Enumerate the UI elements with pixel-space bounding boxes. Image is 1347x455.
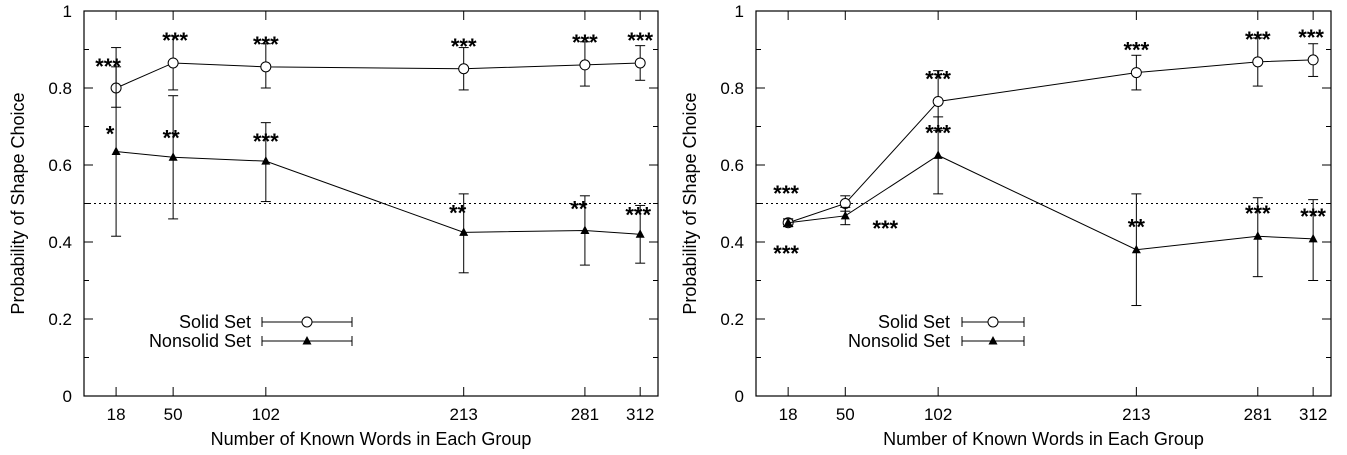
significance-label: *** bbox=[1300, 204, 1326, 229]
x-tick-label: 50 bbox=[164, 405, 183, 424]
data-point bbox=[1131, 244, 1141, 254]
y-tick-label: 1 bbox=[63, 2, 72, 21]
series-nonsolid: ************** *** bbox=[773, 116, 1326, 307]
data-point bbox=[261, 156, 271, 165]
significance-label: ** bbox=[163, 125, 181, 150]
data-point bbox=[458, 63, 470, 75]
y-tick-label: 0.4 bbox=[48, 233, 72, 252]
y-tick-label: 0.6 bbox=[48, 156, 72, 175]
data-point bbox=[579, 59, 591, 71]
significance-label: *** bbox=[1298, 25, 1324, 50]
significance-label: *** bbox=[627, 28, 653, 53]
data-point bbox=[634, 57, 646, 69]
significance-label: ** bbox=[449, 200, 467, 225]
y-tick-label: 0.6 bbox=[720, 156, 744, 175]
y-tick-label: 0.2 bbox=[720, 310, 744, 329]
x-tick-label: 213 bbox=[1122, 405, 1150, 424]
x-tick-label: 281 bbox=[571, 405, 599, 424]
data-point bbox=[459, 227, 469, 236]
series-line bbox=[788, 154, 1314, 251]
data-point bbox=[168, 152, 178, 161]
data-point bbox=[580, 225, 590, 234]
series-line bbox=[116, 151, 641, 235]
legend-label: Solid Set bbox=[878, 312, 950, 332]
significance-label: *** bbox=[162, 28, 188, 53]
legend-label: Solid Set bbox=[179, 312, 251, 332]
legend-marker bbox=[302, 336, 312, 345]
y-tick-label: 1 bbox=[735, 2, 744, 21]
data-point bbox=[1253, 231, 1263, 240]
x-axis-label: Number of Known Words in Each Group bbox=[211, 429, 532, 449]
data-point bbox=[635, 229, 645, 238]
data-point bbox=[111, 146, 121, 156]
data-point bbox=[1130, 67, 1142, 79]
legend-marker bbox=[301, 316, 313, 328]
significance-label: *** bbox=[1124, 38, 1150, 63]
y-tick-label: 0.2 bbox=[48, 310, 72, 329]
significance-label: *** bbox=[925, 66, 951, 91]
legend-label: Nonsolid Set bbox=[848, 331, 950, 351]
y-axis-label: Probability of Shape Choice bbox=[680, 92, 700, 314]
left-chart: 0 0.2 0.4 0.6 0.8 1 18 50 102 213 281 312 Number of … bbox=[8, 2, 659, 449]
significance-label: *** bbox=[872, 216, 898, 241]
data-point bbox=[783, 217, 793, 227]
series-line bbox=[787, 59, 1314, 224]
significance-label: *** bbox=[451, 34, 477, 59]
x-tick-label: 50 bbox=[836, 405, 855, 424]
legend-label: Nonsolid Set bbox=[149, 331, 251, 351]
series-solid: ****** *** *** *** *** bbox=[95, 28, 653, 108]
y-tick-label: 0.8 bbox=[48, 79, 72, 98]
significance-label: *** bbox=[773, 181, 799, 206]
data-point bbox=[932, 95, 944, 107]
x-tick-label: 213 bbox=[450, 405, 478, 424]
data-point bbox=[260, 61, 272, 73]
significance-label: *** bbox=[253, 129, 279, 154]
significance-label: *** bbox=[1245, 201, 1271, 226]
x-tick-label: 18 bbox=[107, 405, 126, 424]
x-axis-label: Number of Known Words in Each Group bbox=[883, 429, 1204, 449]
legend-marker bbox=[988, 336, 998, 345]
x-tick-label: 18 bbox=[779, 405, 798, 424]
legend-marker bbox=[987, 316, 999, 328]
data-point bbox=[1307, 54, 1319, 66]
right-chart: 0 0.2 0.4 0.6 0.8 1 18 50 102 213 281 312 Number of … bbox=[680, 2, 1332, 449]
significance-label: ** bbox=[570, 196, 588, 221]
x-tick-label: 102 bbox=[252, 405, 280, 424]
significance-label: *** bbox=[773, 241, 799, 266]
significance-label: *** bbox=[1245, 27, 1271, 52]
data-point bbox=[933, 150, 943, 159]
significance-label: * bbox=[106, 122, 115, 147]
significance-label: ** bbox=[1128, 215, 1146, 240]
significance-label: *** bbox=[625, 202, 651, 227]
data-point bbox=[167, 57, 179, 69]
series-nonsolid: * ** ***** ** *** bbox=[106, 66, 651, 274]
x-tick-label: 312 bbox=[1299, 405, 1327, 424]
significance-label: *** bbox=[925, 120, 951, 145]
x-tick-label: 102 bbox=[924, 405, 952, 424]
significance-label: *** bbox=[572, 30, 598, 55]
series-line bbox=[115, 62, 641, 89]
x-tick-label: 281 bbox=[1244, 405, 1272, 424]
y-tick-label: 0.8 bbox=[720, 79, 744, 98]
y-axis-label: Probability of Shape Choice bbox=[8, 92, 28, 314]
data-point bbox=[1308, 233, 1318, 243]
data-point bbox=[840, 210, 850, 220]
y-tick-label: 0 bbox=[63, 387, 72, 406]
y-tick-label: 0.4 bbox=[720, 233, 744, 252]
data-point bbox=[1252, 56, 1264, 68]
x-tick-label: 312 bbox=[626, 405, 654, 424]
y-tick-label: 0 bbox=[735, 387, 744, 406]
significance-label: *** bbox=[253, 32, 279, 57]
series-solid: *** *** *** *** *** bbox=[773, 25, 1324, 229]
